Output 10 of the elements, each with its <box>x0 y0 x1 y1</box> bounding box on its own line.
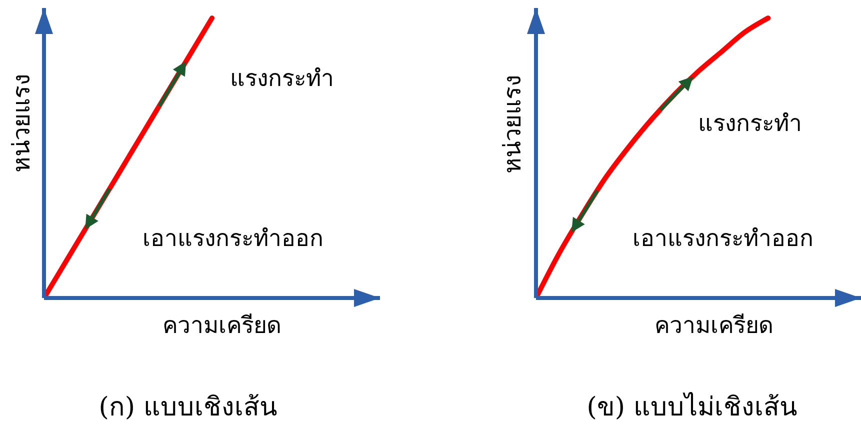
text: (ก) แบบเชิงเส้น <box>98 392 278 424</box>
x-axis-title: ความเครียด <box>162 313 282 341</box>
text: (ข) แบบไม่เชิงเส้น <box>586 392 798 424</box>
y-axis-title: หน่วยแรง <box>8 74 36 172</box>
y-axis-title: หน่วยแรง <box>498 74 528 174</box>
annotation: แรงกระทำ <box>698 111 802 139</box>
annotation: แรงกระทำ <box>230 66 334 94</box>
annotation: เอาแรงกระทำออก <box>632 226 814 254</box>
x-axis-title: ความเครียด <box>654 313 774 341</box>
annotation: เอาแรงกระทำออก <box>142 226 324 254</box>
